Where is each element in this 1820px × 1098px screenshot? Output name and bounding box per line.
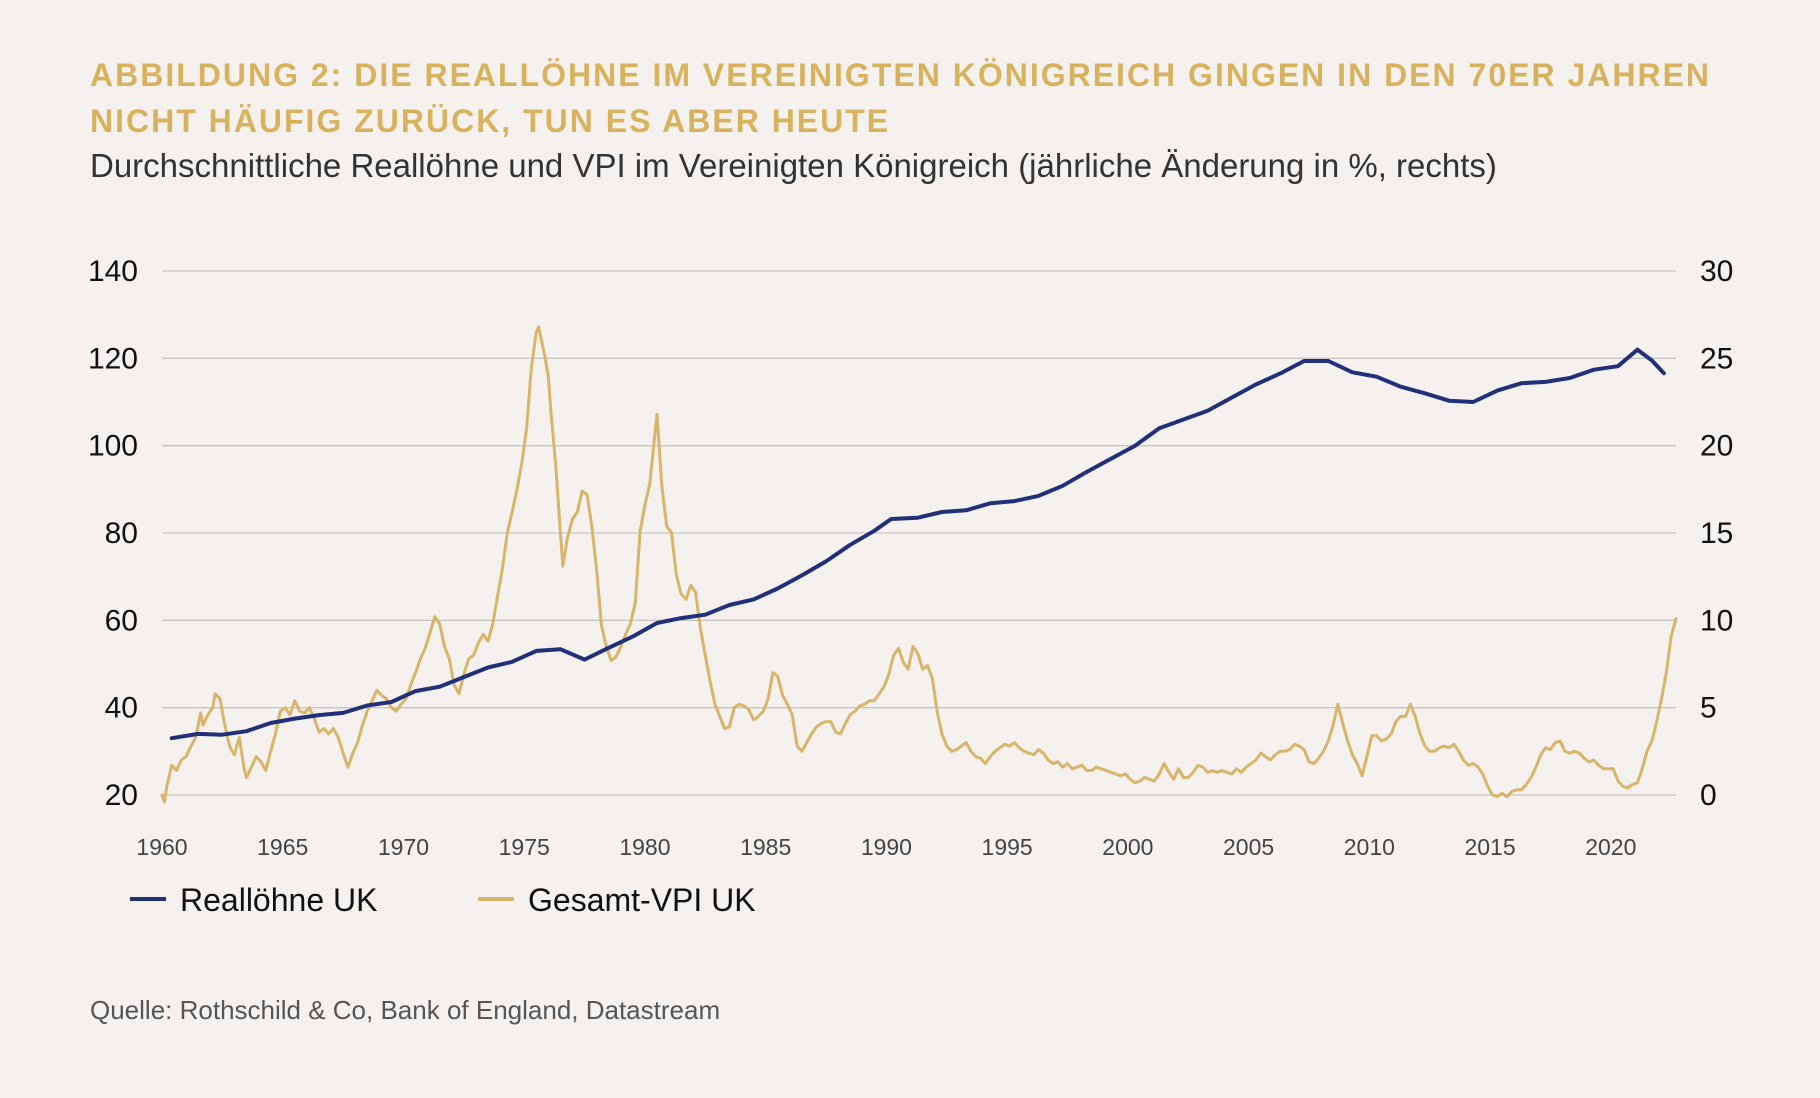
x-axis: 1960 1965 1970 1975 1980 1985 1990 1995 2000 2005… xyxy=(136,834,1636,860)
x-tick-label: 2010 xyxy=(1344,834,1395,860)
chart-title: ABBILDUNG 2: DIE REALLÖHNE IM VEREINIGTE… xyxy=(90,57,1712,139)
legend-label: Reallöhne UK xyxy=(180,882,377,918)
chart-subtitle: Durchschnittliche Reallöhne und VPI im V… xyxy=(90,147,1497,184)
series-line-wages xyxy=(169,347,1666,741)
x-tick-label: 1995 xyxy=(982,834,1033,860)
series-layer xyxy=(160,325,1678,804)
legend: Reallöhne UK Gesamt-VPI UK xyxy=(130,882,756,918)
x-tick-label: 1985 xyxy=(740,834,791,860)
x-tick-label: 1970 xyxy=(378,834,429,860)
x-tick-label: 1965 xyxy=(257,834,308,860)
left-tick-label: 120 xyxy=(88,342,138,375)
left-tick-label: 80 xyxy=(105,517,138,550)
right-tick-label: 20 xyxy=(1700,430,1733,463)
gridlines xyxy=(162,270,1676,796)
x-tick-label: 2015 xyxy=(1464,834,1515,860)
source-note: Quelle: Rothschild & Co, Bank of England… xyxy=(90,995,721,1025)
right-tick-label: 10 xyxy=(1700,604,1733,637)
right-axis: 0 5 10 15 20 25 30 xyxy=(1700,255,1733,812)
left-tick-label: 140 xyxy=(88,255,138,288)
x-tick-label: 2020 xyxy=(1585,834,1636,860)
right-tick-label: 15 xyxy=(1700,517,1733,550)
right-tick-label: 0 xyxy=(1700,779,1717,812)
x-tick-label: 1975 xyxy=(499,834,550,860)
legend-label: Gesamt-VPI UK xyxy=(528,882,756,918)
x-tick-label: 1990 xyxy=(861,834,912,860)
right-tick-label: 5 xyxy=(1700,692,1717,725)
x-tick-label: 2005 xyxy=(1223,834,1274,860)
left-tick-label: 40 xyxy=(105,692,138,725)
left-tick-label: 20 xyxy=(105,779,138,812)
left-axis: 20 40 60 80 100 120 140 xyxy=(88,255,138,812)
x-tick-label: 1980 xyxy=(619,834,670,860)
left-tick-label: 60 xyxy=(105,604,138,637)
x-tick-label: 1960 xyxy=(136,834,187,860)
left-tick-label: 100 xyxy=(88,430,138,463)
right-tick-label: 25 xyxy=(1700,342,1733,375)
right-tick-label: 30 xyxy=(1700,255,1733,288)
series-line-cpi xyxy=(160,325,1678,804)
x-tick-label: 2000 xyxy=(1102,834,1153,860)
